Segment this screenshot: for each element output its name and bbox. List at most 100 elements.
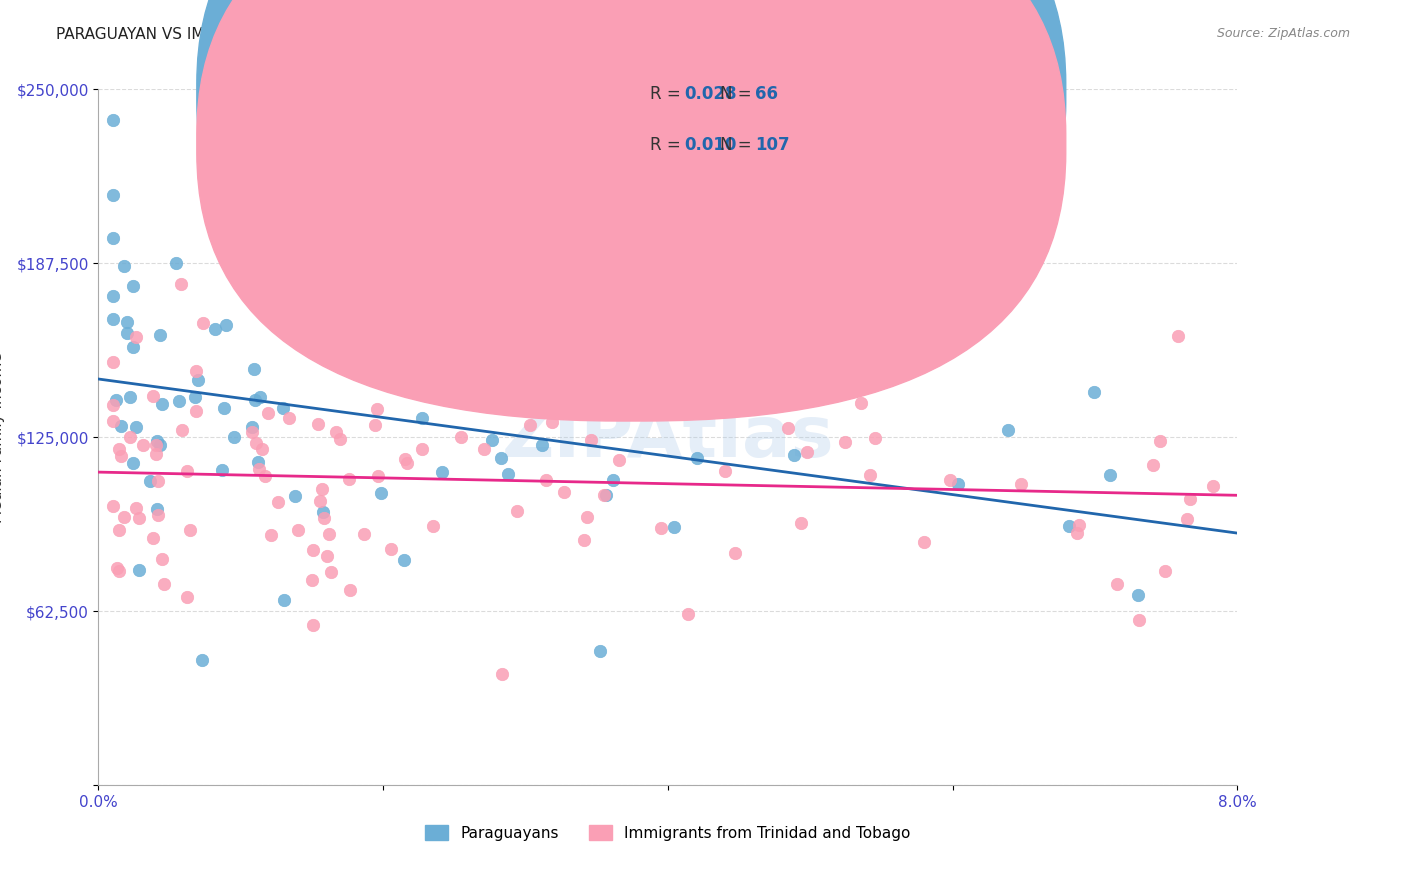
Point: [1099, 468, 1122, 483]
Point: [247, 454, 270, 468]
Point: [146, 502, 169, 516]
Point: [267, 495, 290, 509]
Point: [257, 406, 280, 420]
Point: [396, 456, 419, 470]
Point: [560, 156, 582, 170]
Point: [1153, 564, 1175, 578]
Point: [122, 456, 145, 470]
Point: [146, 508, 169, 522]
Point: [112, 510, 135, 524]
Point: [472, 442, 495, 456]
Point: [1066, 525, 1088, 540]
Point: [176, 464, 198, 478]
Y-axis label: Median Family Income: Median Family Income: [0, 351, 6, 523]
Point: [249, 462, 271, 476]
Point: [572, 533, 595, 547]
Text: R =: R =: [650, 85, 686, 103]
Point: [108, 523, 131, 537]
Point: [530, 438, 553, 452]
Point: [176, 590, 198, 604]
Point: [101, 187, 124, 202]
Point: [186, 373, 208, 387]
Point: [301, 542, 323, 557]
Point: [253, 469, 276, 483]
Point: [311, 220, 333, 235]
Point: [167, 394, 190, 409]
Point: [946, 476, 969, 491]
Point: [186, 404, 208, 418]
Point: [122, 279, 145, 293]
Text: N =: N =: [720, 85, 756, 103]
Point: [849, 396, 872, 410]
Point: [1149, 434, 1171, 448]
Point: [713, 464, 735, 478]
Point: [117, 315, 139, 329]
Point: [914, 535, 936, 549]
Point: [271, 401, 294, 416]
Text: N =: N =: [720, 136, 756, 153]
Point: [589, 643, 612, 657]
Point: [579, 434, 602, 448]
Point: [278, 411, 301, 425]
Point: [450, 430, 472, 444]
Point: [364, 418, 387, 433]
Point: [153, 577, 176, 591]
Point: [107, 442, 129, 456]
Text: 66: 66: [755, 85, 778, 103]
Point: [1105, 577, 1128, 591]
Point: [411, 442, 433, 457]
Point: [110, 419, 132, 434]
Point: [101, 312, 124, 326]
Point: [312, 505, 335, 519]
Point: [650, 521, 672, 535]
Point: [191, 316, 214, 330]
Point: [186, 364, 208, 378]
Point: [422, 519, 444, 533]
Point: [1126, 588, 1149, 602]
Point: [859, 468, 882, 483]
Point: [1180, 491, 1202, 506]
Point: [541, 415, 564, 429]
Point: [1202, 479, 1225, 493]
Point: [498, 467, 520, 481]
Point: [287, 523, 309, 537]
Text: 0.028: 0.028: [685, 85, 737, 103]
Point: [101, 231, 124, 245]
Point: [105, 561, 128, 575]
Point: [640, 401, 662, 416]
Point: [593, 488, 616, 502]
Point: [576, 510, 599, 524]
Point: [664, 520, 686, 534]
Point: [783, 448, 806, 462]
Point: [1067, 518, 1090, 533]
Point: [776, 421, 799, 435]
Point: [211, 463, 233, 477]
Point: [553, 485, 575, 500]
Point: [404, 367, 426, 381]
Point: [536, 473, 558, 487]
Point: [118, 430, 141, 444]
Point: [121, 340, 143, 354]
Point: [350, 338, 373, 352]
Point: [101, 413, 124, 427]
Point: [834, 434, 856, 449]
Point: [142, 389, 165, 403]
Point: [325, 425, 347, 440]
Point: [184, 390, 207, 404]
Point: [939, 473, 962, 487]
Point: [329, 432, 352, 446]
Point: [686, 450, 709, 465]
Point: [316, 549, 339, 563]
Point: [101, 113, 124, 128]
Point: [128, 511, 150, 525]
Point: [481, 433, 503, 447]
Point: [1011, 476, 1033, 491]
Point: [120, 390, 142, 404]
Point: [353, 526, 375, 541]
Point: [370, 486, 392, 500]
Point: [616, 377, 638, 392]
Point: [145, 438, 167, 452]
Point: [1083, 385, 1105, 400]
Point: [117, 326, 139, 341]
Point: [863, 431, 886, 445]
